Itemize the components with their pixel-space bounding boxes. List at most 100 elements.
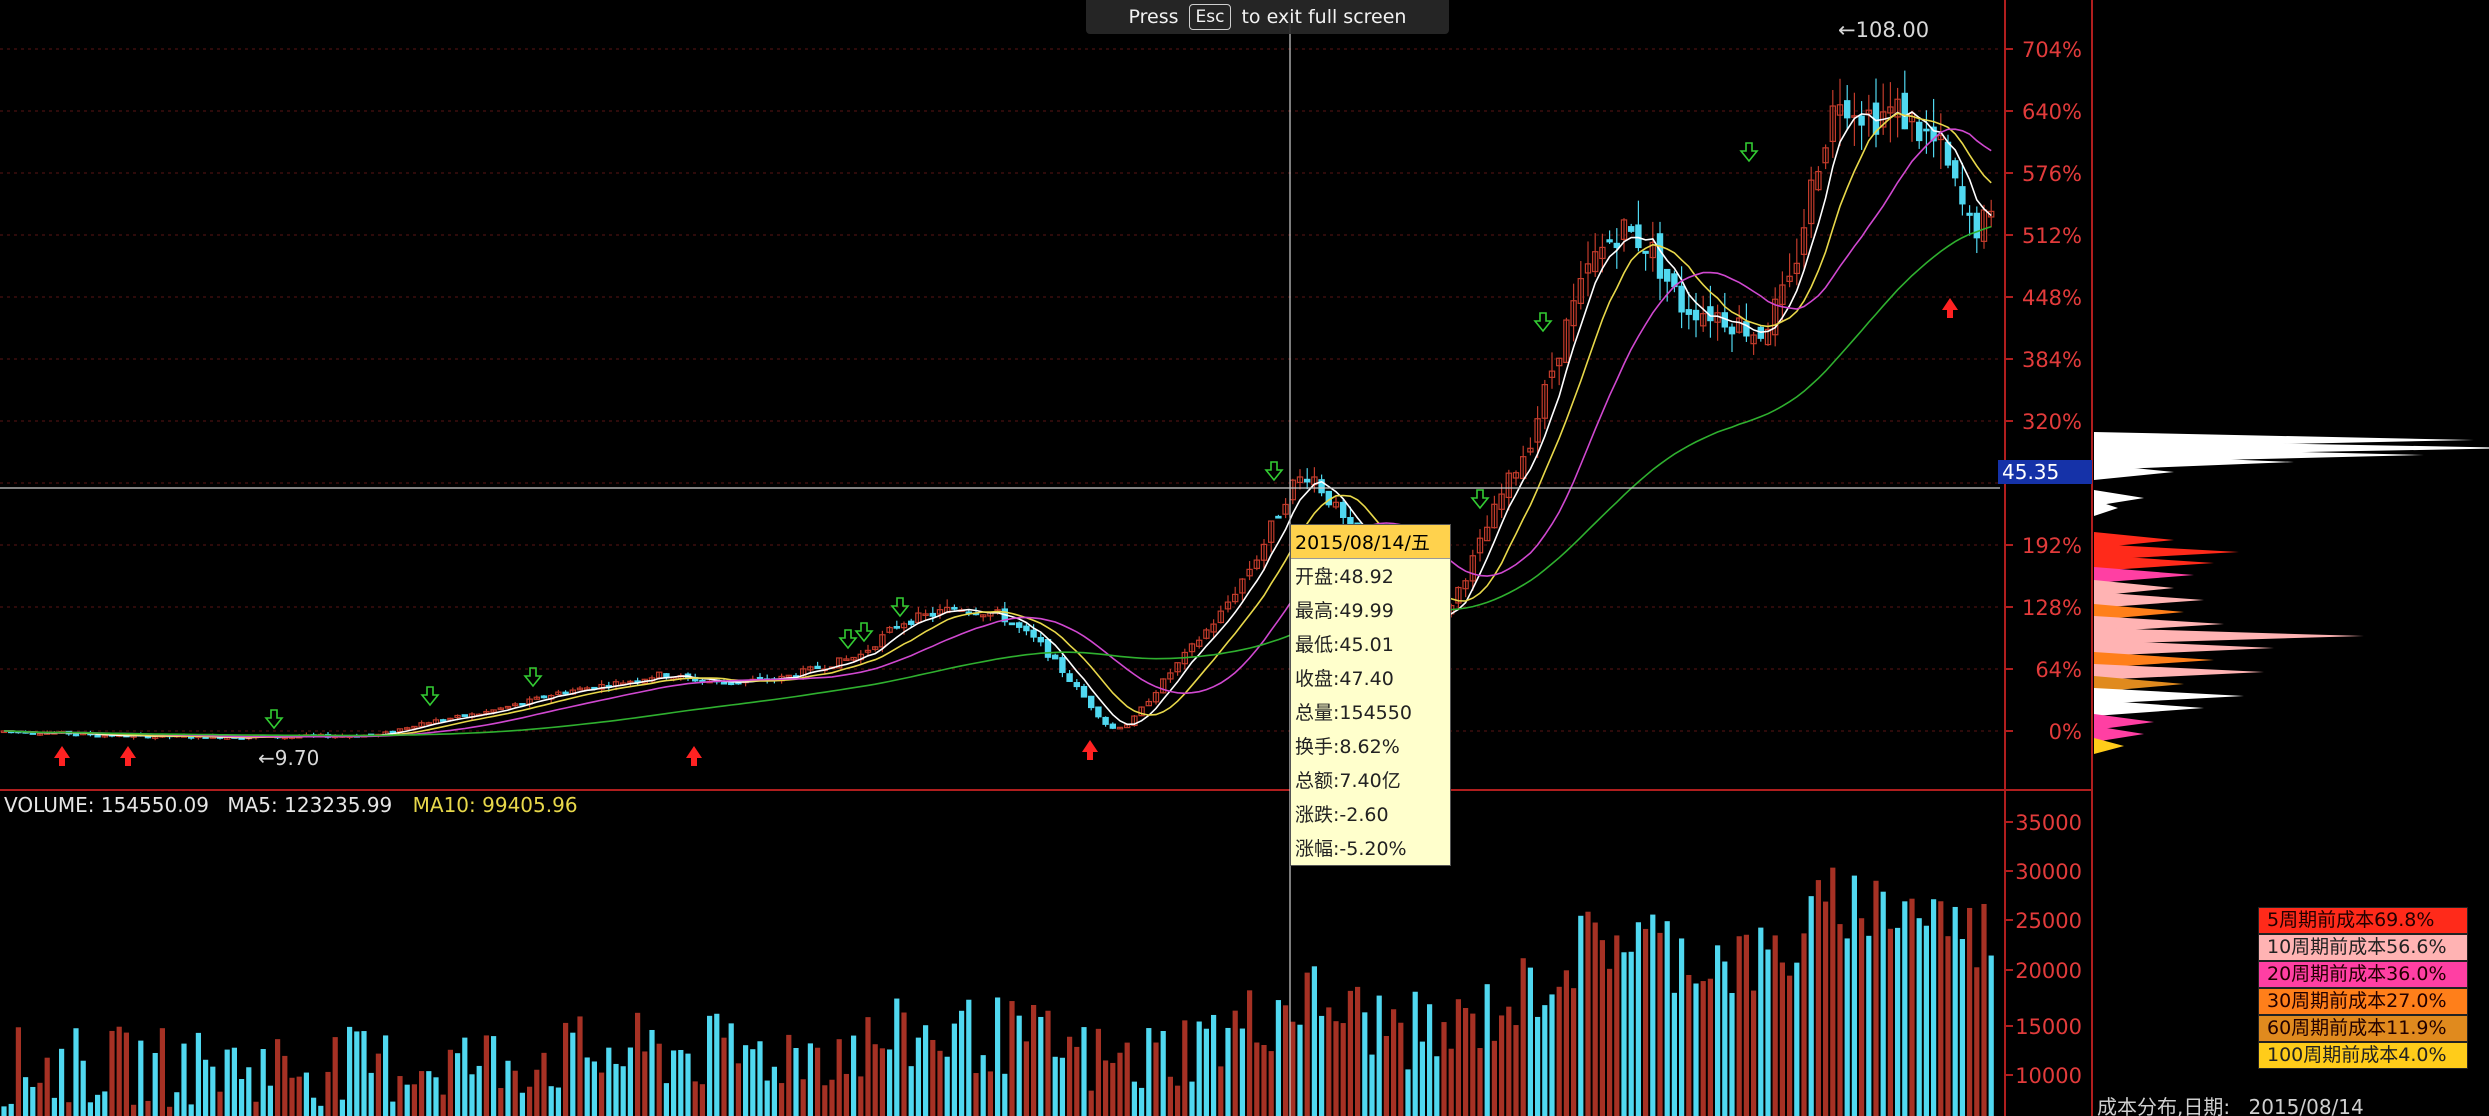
candle-body: [1203, 629, 1210, 639]
cost-profile-band: [2094, 464, 2174, 480]
volume-bar: [1398, 1022, 1404, 1116]
candle-body: [1944, 141, 1952, 166]
volume-bar: [1981, 903, 1987, 1116]
tooltip-close: 收盘:47.40: [1295, 668, 1394, 690]
candle-body: [1750, 334, 1757, 345]
legend-item-5[interactable]: 5周期前成本69.8%: [2258, 907, 2468, 934]
volume-bar: [656, 1043, 662, 1116]
volume-bar: [1333, 1021, 1339, 1116]
volume-bar: [1945, 936, 1951, 1116]
legend-item-60[interactable]: 60周期前成本11.9%: [2258, 1015, 2468, 1042]
candle-body: [1606, 239, 1613, 243]
candle-body: [1599, 246, 1606, 260]
candle-body: [922, 613, 929, 616]
volume-bar: [1239, 1028, 1245, 1116]
volume-bar: [512, 1070, 518, 1116]
volume-bar: [836, 1039, 842, 1116]
volume-bar: [923, 1025, 929, 1116]
candle-body: [1030, 629, 1037, 638]
candle-body: [886, 626, 893, 633]
volume-bar: [109, 1030, 115, 1116]
candle-tooltip: 2015/08/14/五 开盘:48.92 最高:49.99 最低:45.01 …: [1290, 524, 1451, 866]
volume-bar: [613, 1063, 619, 1116]
volume-bar: [692, 1081, 698, 1116]
volume-bar: [1549, 994, 1555, 1116]
volume-bar: [1369, 1054, 1375, 1116]
legend-item-100[interactable]: 100周期前成本4.0%: [2258, 1042, 2468, 1069]
volume-bar: [1218, 1066, 1224, 1116]
volume-bar: [1571, 988, 1577, 1116]
candle-body: [1663, 268, 1671, 282]
volume-bar: [1902, 901, 1908, 1116]
volume-bar: [843, 1073, 849, 1116]
candle-body: [1858, 115, 1865, 126]
volume-bar: [815, 1047, 821, 1116]
volume-bar: [1830, 867, 1836, 1116]
candle-body: [1037, 636, 1044, 643]
volume-bar: [937, 1050, 943, 1116]
volume-bar: [1751, 990, 1757, 1116]
candle-body: [1332, 501, 1340, 508]
volume-bar: [1686, 974, 1692, 1116]
volume-bar: [599, 1072, 605, 1116]
volume-bar: [1707, 978, 1713, 1116]
cost-profile-band: [2094, 555, 2214, 571]
volume-bar: [505, 1060, 511, 1116]
volume-value: VOLUME: 154550.09: [4, 793, 209, 817]
cost-profile-band: [2094, 738, 2124, 754]
price-tick-label: 320%: [2022, 410, 2082, 434]
candle-body: [483, 710, 490, 714]
volume-bar: [1441, 1022, 1447, 1116]
candle-body: [1282, 503, 1289, 515]
volume-bar: [1772, 935, 1778, 1116]
candle-body: [440, 719, 447, 722]
candle-body: [396, 728, 404, 732]
esc-key[interactable]: Esc: [1188, 4, 1232, 30]
volume-bar: [59, 1048, 65, 1116]
legend-item-20[interactable]: 20周期前成本36.0%: [2258, 961, 2468, 988]
volume-bar: [944, 1056, 950, 1116]
volume-bar: [1643, 928, 1649, 1116]
candle-body: [1455, 586, 1462, 604]
candle-body: [1894, 98, 1901, 118]
price-tick-label: 576%: [2022, 162, 2082, 186]
candle-body: [1116, 726, 1124, 730]
volume-bar: [1059, 1057, 1065, 1116]
volume-bar: [1923, 925, 1929, 1116]
volume-bar: [534, 1069, 540, 1116]
volume-bar: [1283, 1005, 1289, 1116]
candle-body: [1584, 263, 1592, 274]
volume-bar: [498, 1088, 504, 1116]
volume-bar: [1614, 935, 1620, 1116]
candle-body: [1822, 147, 1829, 164]
volume-bar: [1175, 1085, 1181, 1116]
volume-bar: [1722, 961, 1728, 1116]
candle-body: [576, 687, 584, 691]
candle-body: [1051, 654, 1059, 660]
volume-tick-label: 30000: [2015, 860, 2082, 884]
candle-body: [1815, 170, 1822, 191]
candle-body: [1246, 568, 1253, 577]
candle-body: [1793, 262, 1800, 275]
volume-bar: [627, 1047, 633, 1116]
volume-bar: [1657, 932, 1663, 1116]
volume-bar: [354, 1031, 360, 1116]
candle-body: [1217, 610, 1224, 624]
banner-press: Press: [1128, 6, 1179, 28]
candle-body: [1505, 472, 1512, 499]
candle-body: [1534, 418, 1541, 443]
volume-bar: [30, 1086, 36, 1116]
volume-bar: [1203, 1028, 1209, 1116]
volume-bar: [966, 999, 972, 1116]
volume-bar: [339, 1099, 345, 1116]
crosshair-price-tag: 45.35: [1998, 460, 2092, 484]
volume-bar: [1290, 1021, 1296, 1116]
candle-body: [1966, 212, 1973, 216]
volume-bar: [1045, 1010, 1051, 1116]
legend-item-10[interactable]: 10周期前成本56.6%: [2258, 934, 2468, 961]
candle-body: [1131, 715, 1138, 727]
volume-bar: [383, 1035, 389, 1116]
candle-body: [1080, 685, 1088, 698]
legend-item-30[interactable]: 30周期前成本27.0%: [2258, 988, 2468, 1015]
